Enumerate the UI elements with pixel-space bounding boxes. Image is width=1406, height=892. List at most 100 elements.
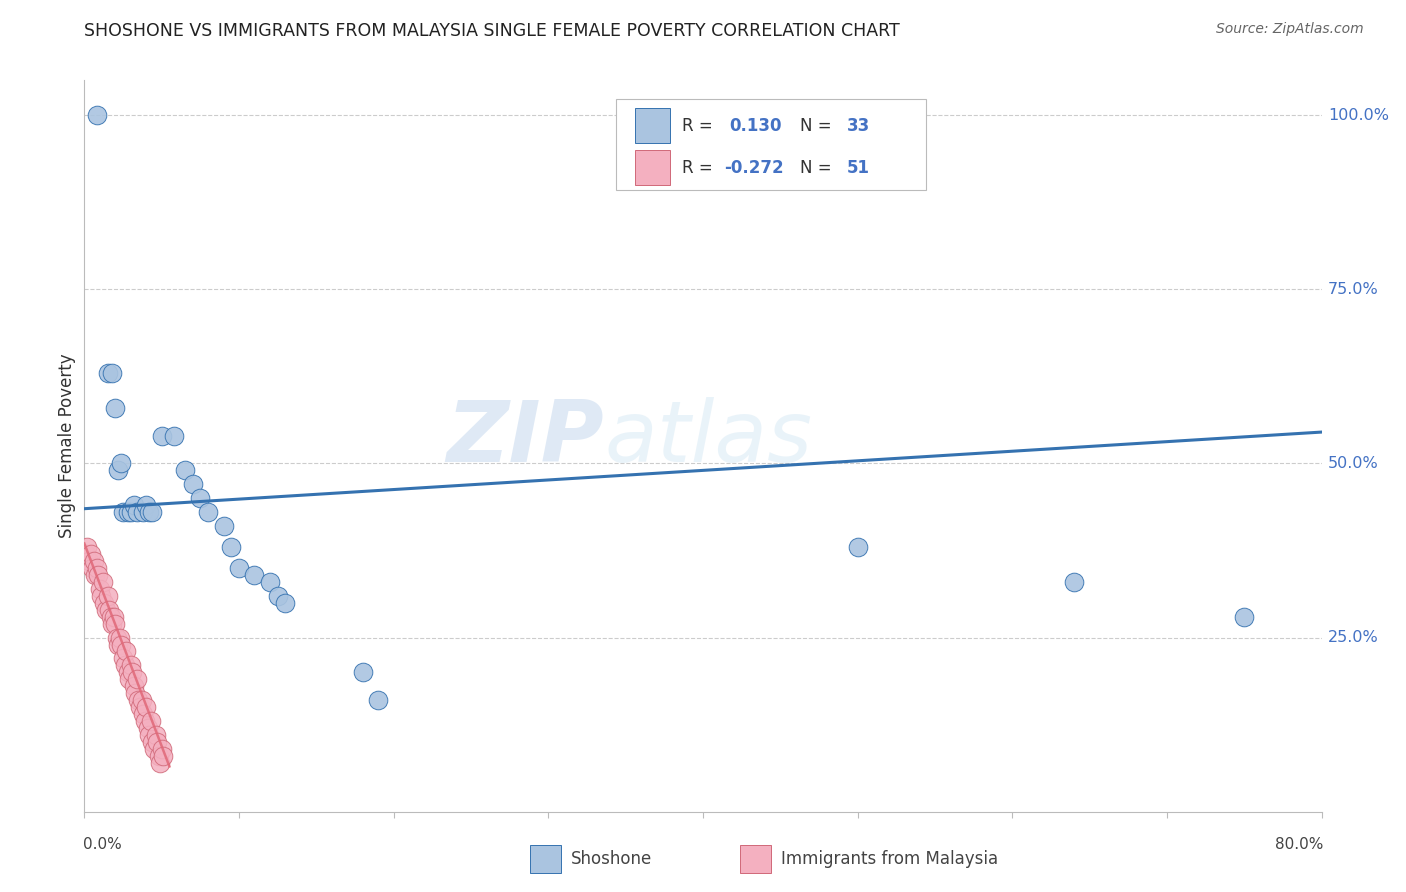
Point: [82, 561, 104, 575]
Point: [96, 589, 118, 603]
Text: 50.0%: 50.0%: [1327, 456, 1378, 471]
Point: [132, 505, 155, 519]
Point: [101, 616, 124, 631]
Point: [87, 567, 110, 582]
Bar: [740, 846, 770, 873]
Point: [79, 547, 101, 561]
Text: 51: 51: [846, 159, 869, 177]
Point: [89, 582, 111, 596]
Point: [846, 540, 869, 554]
Point: [148, 749, 170, 764]
Point: [115, 644, 138, 658]
Point: [143, 742, 166, 756]
Point: [150, 428, 173, 442]
Point: [107, 463, 129, 477]
Point: [259, 574, 281, 589]
Point: [93, 596, 115, 610]
Text: -0.272: -0.272: [724, 159, 783, 177]
Text: atlas: atlas: [605, 397, 813, 480]
Point: [141, 505, 163, 519]
Point: [112, 651, 135, 665]
Point: [135, 700, 157, 714]
Point: [76, 540, 98, 554]
Point: [352, 665, 374, 680]
Text: 80.0%: 80.0%: [1274, 838, 1323, 853]
Point: [134, 714, 156, 728]
Point: [114, 658, 136, 673]
Text: 0.130: 0.130: [728, 117, 782, 135]
Point: [243, 567, 266, 582]
Point: [129, 700, 152, 714]
Bar: [636, 150, 669, 186]
Point: [91, 574, 114, 589]
Point: [138, 728, 160, 742]
Point: [138, 505, 160, 519]
Point: [101, 366, 124, 380]
Point: [1233, 609, 1256, 624]
Bar: [636, 108, 669, 144]
Point: [212, 519, 235, 533]
Bar: [530, 846, 561, 873]
Y-axis label: Single Female Poverty: Single Female Poverty: [58, 354, 76, 538]
Text: N =: N =: [800, 159, 837, 177]
Point: [90, 589, 112, 603]
Point: [94, 603, 117, 617]
Point: [104, 616, 127, 631]
Point: [112, 505, 135, 519]
Point: [146, 735, 169, 749]
Point: [197, 505, 219, 519]
Text: N =: N =: [800, 117, 837, 135]
Point: [117, 505, 139, 519]
Point: [98, 603, 121, 617]
Point: [274, 596, 297, 610]
Point: [127, 693, 149, 707]
Point: [120, 505, 142, 519]
Point: [75, 547, 97, 561]
Point: [135, 498, 157, 512]
Point: [120, 658, 142, 673]
Point: [105, 631, 128, 645]
Point: [267, 589, 290, 603]
Point: [86, 108, 108, 122]
Point: [124, 686, 146, 700]
Point: [121, 665, 143, 680]
Text: 33: 33: [846, 117, 870, 135]
Point: [163, 428, 186, 442]
Point: [83, 554, 105, 568]
Point: [122, 498, 145, 512]
Point: [150, 742, 173, 756]
Point: [125, 673, 148, 687]
Point: [125, 505, 148, 519]
Point: [136, 721, 159, 735]
Point: [131, 693, 153, 707]
Point: [86, 561, 108, 575]
Point: [77, 554, 100, 568]
Text: Source: ZipAtlas.com: Source: ZipAtlas.com: [1216, 22, 1364, 37]
Point: [367, 693, 389, 707]
Point: [103, 609, 125, 624]
Point: [188, 491, 211, 506]
Point: [152, 749, 174, 764]
Text: ZIP: ZIP: [446, 397, 605, 480]
FancyBboxPatch shape: [616, 99, 925, 190]
Text: 100.0%: 100.0%: [1327, 108, 1389, 122]
Point: [117, 665, 139, 680]
Text: 75.0%: 75.0%: [1327, 282, 1378, 297]
Text: R =: R =: [682, 117, 718, 135]
Text: Immigrants from Malaysia: Immigrants from Malaysia: [780, 850, 998, 868]
Point: [118, 673, 141, 687]
Text: R =: R =: [682, 159, 718, 177]
Text: 25.0%: 25.0%: [1327, 630, 1378, 645]
Point: [139, 714, 162, 728]
Text: Shoshone: Shoshone: [571, 850, 652, 868]
Point: [141, 735, 163, 749]
Point: [174, 463, 197, 477]
Text: SHOSHONE VS IMMIGRANTS FROM MALAYSIA SINGLE FEMALE POVERTY CORRELATION CHART: SHOSHONE VS IMMIGRANTS FROM MALAYSIA SIN…: [84, 22, 900, 40]
Point: [145, 728, 167, 742]
Point: [107, 638, 129, 652]
Point: [132, 707, 155, 722]
Point: [122, 679, 145, 693]
Point: [108, 631, 131, 645]
Text: 0.0%: 0.0%: [83, 838, 122, 853]
Point: [228, 561, 250, 575]
